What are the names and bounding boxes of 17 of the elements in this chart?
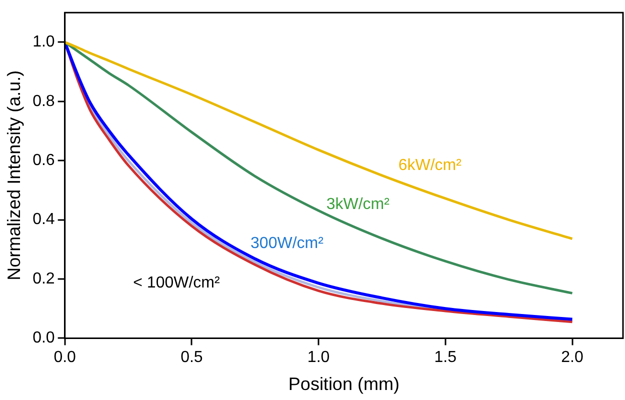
x-tick-label: 1.0 (307, 349, 330, 366)
y-axis-title: Normalized Intensity (a.u.) (4, 70, 24, 280)
series-label: 3kW/cm² (326, 196, 390, 214)
y-tick-label: 0.8 (32, 92, 55, 110)
x-tick-label: 1.5 (434, 349, 457, 366)
x-axis-title: Position (mm) (288, 374, 400, 394)
y-tick-label: 0.4 (32, 211, 55, 228)
x-tick-label: 0.5 (180, 349, 203, 366)
y-tick-label: 0.2 (32, 270, 55, 288)
series-label: 6kW/cm² (398, 157, 462, 174)
y-tick-label: 1.0 (32, 34, 55, 51)
series-label: 300W/cm² (250, 235, 324, 252)
y-tick-label: 0.6 (32, 152, 55, 170)
x-tick-label: 0.0 (54, 349, 76, 366)
y-tick-label: 0.0 (32, 330, 55, 347)
x-tick-label: 2.0 (561, 349, 584, 366)
series-label: < 100W/cm² (133, 274, 220, 292)
